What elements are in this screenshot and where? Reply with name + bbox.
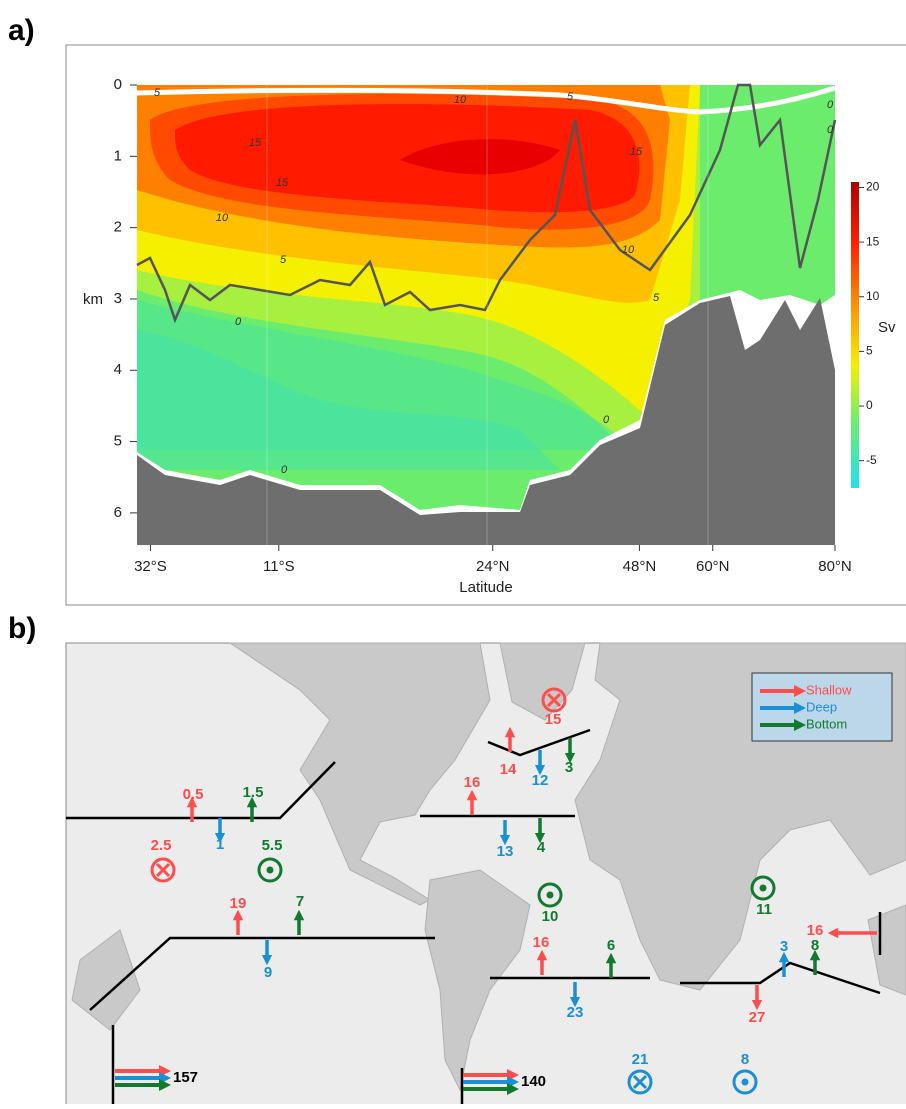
contour-label: 10 — [622, 244, 635, 256]
transport-label: 3 — [780, 938, 788, 955]
y-tick-label: 5 — [114, 433, 122, 450]
colorbar-label: Sv — [878, 319, 896, 336]
contour-label: 0 — [827, 124, 834, 136]
y-axis-label: km — [83, 291, 103, 308]
colorbar-tick-label: -5 — [866, 453, 877, 467]
transport-label: 10 — [542, 908, 559, 925]
transport-label: 19 — [230, 895, 247, 912]
x-axis-label: Latitude — [459, 579, 512, 596]
transport-label: 16 — [533, 934, 550, 951]
symbol-dot — [759, 884, 767, 892]
symbol-ring — [541, 687, 567, 713]
panel-label: b) — [8, 612, 36, 645]
map — [65, 642, 906, 1109]
transport-label: 27 — [749, 1009, 766, 1026]
transport-label: 3 — [565, 759, 573, 776]
contour-label: 0 — [281, 464, 288, 476]
contour-label: 10 — [454, 94, 467, 106]
symbol-cross — [155, 862, 171, 878]
transport-symbol — [732, 1069, 758, 1095]
x-tick-label: 48°N — [623, 558, 657, 575]
transport-symbol — [537, 882, 563, 908]
contour-label: 5 — [653, 292, 660, 304]
legend-label: Bottom — [806, 716, 847, 731]
transport-label: 11 — [756, 901, 772, 918]
contour-label: 5 — [280, 254, 287, 266]
y-tick-label: 3 — [114, 290, 122, 307]
symbol-dot — [546, 891, 554, 899]
colorbar-tick-label: 20 — [866, 180, 880, 194]
transport-symbol — [541, 687, 567, 713]
symbol-ring — [750, 875, 776, 901]
transport-symbol — [257, 857, 283, 883]
transport-label: 23 — [567, 1004, 584, 1021]
total-label: 157 — [173, 1069, 198, 1086]
symbol-dot — [266, 866, 274, 874]
contour-label: 15 — [276, 177, 289, 189]
panel-label: a) — [8, 14, 35, 47]
transport-label: 1.5 — [243, 784, 264, 801]
transport-label: 8 — [741, 1051, 749, 1068]
y-tick-label: 4 — [114, 361, 122, 378]
transport-label: 6 — [607, 937, 615, 954]
transport-label: 2.5 — [151, 837, 172, 854]
y-tick-label: 0 — [114, 76, 122, 93]
transport-label: 7 — [296, 893, 304, 910]
x-tick-label: 11°S — [263, 558, 295, 575]
contour-label: 0 — [603, 414, 610, 426]
symbol-dot — [741, 1078, 749, 1086]
symbol-ring — [257, 857, 283, 883]
contour-label: 15 — [630, 146, 643, 158]
contour-label: 15 — [249, 137, 262, 149]
transport-label: 5.5 — [262, 837, 283, 854]
contour-label: 10 — [216, 212, 229, 224]
contour-field — [136, 83, 837, 545]
symbol-ring — [627, 1069, 653, 1095]
transport-label: 13 — [497, 843, 514, 860]
transport-label: 21 — [632, 1051, 649, 1068]
contour-label: 0 — [827, 99, 834, 111]
transport-label: 9 — [264, 964, 272, 981]
colorbar — [851, 182, 859, 488]
transport-symbol — [750, 875, 776, 901]
colorbar-tick-label: 5 — [866, 344, 873, 358]
y-tick-label: 2 — [114, 219, 122, 236]
symbol-ring — [150, 857, 176, 883]
colorbar-tick-label: 15 — [866, 234, 880, 248]
transport-symbol — [150, 857, 176, 883]
contour-label: 5 — [567, 91, 574, 103]
transport-label: 4 — [537, 839, 546, 856]
contour-label: 5 — [154, 87, 161, 99]
y-tick-label: 1 — [114, 147, 122, 164]
legend-label: Deep — [806, 699, 837, 714]
x-tick-label: 32°S — [134, 558, 167, 575]
x-tick-label: 80°N — [818, 558, 852, 575]
transport-label: 14 — [500, 761, 517, 778]
transport-label: 16 — [464, 774, 481, 791]
transport-label: 15 — [545, 711, 562, 728]
x-tick-label: 24°N — [476, 558, 510, 575]
colorbar-tick-label: 0 — [866, 398, 873, 412]
transport-label: 12 — [532, 772, 549, 789]
transport-symbol — [627, 1069, 653, 1095]
symbol-cross — [632, 1074, 648, 1090]
colorbar-tick-label: 10 — [866, 289, 880, 303]
contour-label: 0 — [235, 316, 242, 328]
transport-label: 16 — [807, 922, 824, 939]
y-tick-label: 6 — [114, 504, 122, 521]
symbol-ring — [537, 882, 563, 908]
transport-label: 0.5 — [183, 786, 204, 803]
total-arrows — [115, 1065, 171, 1091]
total-arrows — [463, 1069, 519, 1095]
transport-label: 1 — [216, 836, 224, 853]
transport-label: 8 — [811, 937, 819, 954]
symbol-cross — [546, 692, 562, 708]
total-label: 140 — [521, 1073, 546, 1090]
symbol-ring — [732, 1069, 758, 1095]
legend-label: Shallow — [806, 682, 852, 697]
x-tick-label: 60°N — [696, 558, 730, 575]
